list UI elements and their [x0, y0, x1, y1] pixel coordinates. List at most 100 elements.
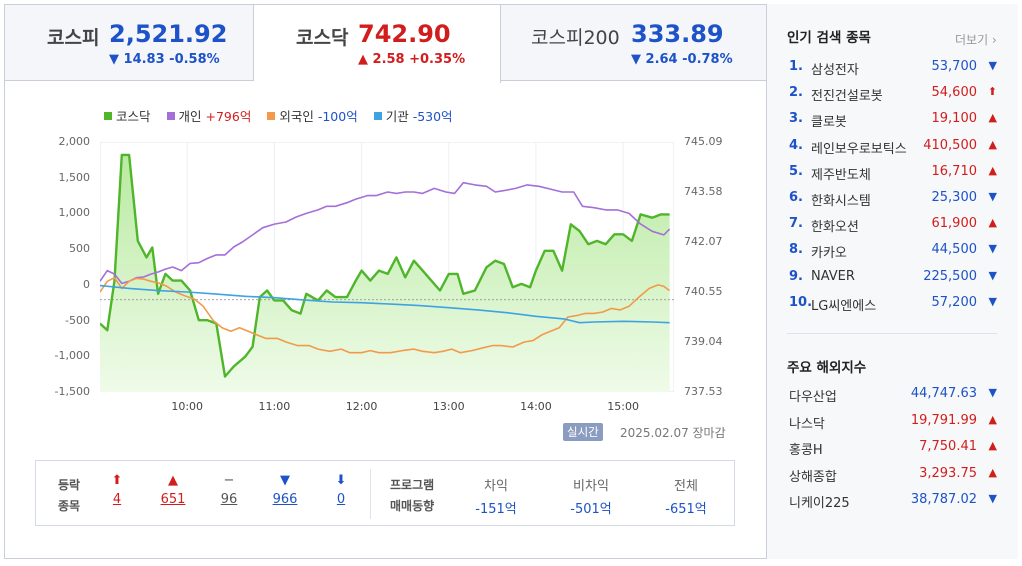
overseas-item[interactable]: 니케이225 38,787.02 ▼: [789, 492, 999, 512]
program-item-value: -151억: [475, 502, 517, 517]
overseas-name: 니케이225: [789, 496, 850, 511]
change-arrow-icon: ▲: [988, 163, 997, 177]
change-arrow-icon: ▲: [988, 111, 997, 125]
change-arrow-icon: ▲: [988, 137, 997, 151]
popular-rank: 6.: [789, 190, 803, 205]
breadth-count: 966: [272, 492, 298, 507]
overseas-item[interactable]: 홍콩H 7,750.41 ▲: [789, 439, 999, 459]
overseas-value: 38,787.02: [910, 492, 977, 507]
y-right-tick: 739.04: [684, 335, 723, 348]
program-item-label: 전체: [674, 479, 698, 494]
tab-kospi200-change: ▼ 2.64 -0.78%: [631, 52, 733, 67]
change-arrow-icon: ▼: [988, 59, 997, 72]
popular-item[interactable]: 9. NAVER 225,500 ▼: [789, 269, 999, 289]
x-tick: 13:00: [432, 400, 465, 413]
realtime-badge[interactable]: 실시간: [563, 423, 603, 441]
popular-item[interactable]: 3. 클로봇 19,100 ▲: [789, 111, 999, 131]
overseas-value: 44,747.63: [910, 386, 977, 401]
more-link[interactable]: 더보기 ›: [955, 33, 997, 47]
tab-kospi200[interactable]: 코스피200 333.89 ▼ 2.64 -0.78%: [501, 5, 766, 81]
sidebar: 인기 검색 종목 더보기 › 1. 삼성전자 53,700 ▼ 2. 전진건설로봇 54,6…: [766, 4, 1018, 559]
breadth-label-1: 등락: [58, 478, 81, 492]
y-left-tick: 2,000: [58, 135, 91, 148]
popular-price: 57,200: [931, 294, 978, 310]
chart-legend: 코스닥 개인 +796억 외국인 -100억 기관 -530억: [104, 106, 465, 125]
popular-name[interactable]: 전진건설로봇: [811, 89, 883, 105]
change-arrow-icon: ▲: [988, 412, 997, 426]
popular-item[interactable]: 1. 삼성전자 53,700 ▼: [789, 59, 999, 79]
y-left-tick: 1,500: [58, 170, 91, 184]
tab-kospi200-value: 333.89: [631, 20, 724, 48]
overseas-value: 3,293.75: [919, 465, 977, 481]
popular-name[interactable]: 클로봇: [811, 115, 847, 131]
breadth-label-2: 종목: [58, 499, 81, 513]
popular-item[interactable]: 4. 레인보우로보틱스 410,500 ▲: [789, 138, 999, 158]
overseas-name: 나스닥: [789, 416, 825, 432]
legend-institution[interactable]: 기관 -530억: [373, 106, 453, 125]
y-left-tick: -1,500: [54, 385, 90, 398]
tab-kospi-name: 코스피: [47, 27, 100, 49]
program-item-label: 차익: [484, 479, 508, 494]
popular-name[interactable]: 제주반도체: [811, 167, 871, 183]
breadth-item[interactable]: ▼ 966: [270, 473, 300, 507]
popular-price: 44,500: [931, 242, 978, 258]
breadth-arrow-icon: ▲: [168, 473, 178, 488]
x-tick: 15:00: [607, 400, 639, 413]
popular-rank: 8.: [789, 242, 803, 258]
breadth-item[interactable]: ⬇ 0: [326, 473, 356, 507]
legend-kosdaq[interactable]: 코스닥: [104, 106, 151, 125]
popular-name[interactable]: 한화오션: [811, 220, 859, 236]
overseas-value: 7,750.41: [919, 439, 977, 454]
popular-title: 인기 검색 종목: [787, 30, 871, 46]
overseas-title: 주요 해외지수: [787, 360, 867, 376]
tab-kosdaq[interactable]: 코스닥 742.90 ▲ 2.58 +0.35%: [254, 5, 501, 83]
popular-name[interactable]: 레인보우로보틱스: [811, 141, 907, 157]
program-item: 비차익 -501억: [556, 475, 626, 517]
y-right-tick: 742.07: [684, 235, 723, 248]
tab-kospi[interactable]: 코스피 2,521.92 ▼ 14.83 -0.58%: [5, 5, 254, 81]
popular-item[interactable]: 6. 한화시스템 25,300 ▼: [789, 190, 999, 210]
breadth-arrow-icon: ⬆: [111, 473, 123, 488]
popular-name[interactable]: 삼성전자: [811, 63, 859, 78]
overseas-item[interactable]: 나스닥 19,791.99 ▲: [789, 413, 999, 433]
popular-rank: 1.: [789, 59, 803, 74]
popular-price: 410,500: [923, 137, 977, 153]
program-label-1: 프로그램: [390, 478, 435, 492]
market-breadth-panel: 등락 종목 ⬆ 4 ▲ 651−96 ▼ 966 ⬇ 0 프로그램 매매동향 차익 -151억 비…: [35, 460, 735, 526]
y-left-tick: 500: [69, 242, 90, 256]
change-arrow-icon: ⬆: [987, 85, 997, 99]
program-item: 전체 -651억: [651, 475, 721, 517]
tab-kospi200-name: 코스피200: [531, 27, 620, 49]
market-close-date: 2025.02.07 장마감: [620, 426, 726, 440]
individual-line: [100, 181, 671, 285]
tab-kosdaq-change: ▲ 2.58 +0.35%: [358, 52, 466, 67]
y-left-tick: 0: [83, 277, 90, 291]
y-right-tick: 745.09: [684, 135, 723, 148]
legend-individual[interactable]: 개인 +796억: [166, 106, 251, 125]
legend-foreign[interactable]: 외국인 -100억: [267, 106, 358, 125]
popular-price: 16,710: [931, 163, 978, 179]
program-item-value: -651억: [665, 502, 707, 517]
tab-kosdaq-value: 742.90: [358, 20, 451, 48]
popular-rank: 7.: [789, 216, 803, 232]
change-arrow-icon: ▼: [988, 294, 997, 308]
breadth-item[interactable]: − 96: [214, 473, 244, 507]
program-item: 차익 -151억: [461, 475, 531, 517]
change-arrow-icon: ▼: [988, 492, 997, 505]
overseas-item[interactable]: 다우산업 44,747.63 ▼: [789, 386, 999, 406]
popular-name[interactable]: NAVER: [811, 268, 855, 284]
breadth-count: 0: [336, 492, 346, 507]
popular-name[interactable]: 한화시스템: [811, 194, 871, 209]
breadth-item[interactable]: ⬆ 4: [102, 473, 132, 507]
popular-item[interactable]: 5. 제주반도체 16,710 ▲: [789, 164, 999, 184]
popular-item[interactable]: 10. LG씨엔에스 57,200 ▼: [789, 295, 999, 315]
popular-item[interactable]: 7. 한화오션 61,900 ▲: [789, 216, 999, 236]
popular-name[interactable]: 카카오: [811, 246, 847, 262]
y-left-tick: 1,000: [58, 206, 91, 220]
popular-item[interactable]: 8. 카카오 44,500 ▼: [789, 242, 999, 262]
popular-item[interactable]: 2. 전진건설로봇 54,600 ⬆: [789, 85, 999, 105]
breadth-item[interactable]: ▲ 651: [158, 473, 188, 507]
change-arrow-icon: ▼: [988, 242, 997, 256]
overseas-item[interactable]: 상해종합 3,293.75 ▲: [789, 466, 999, 486]
popular-name[interactable]: LG씨엔에스: [811, 298, 877, 314]
